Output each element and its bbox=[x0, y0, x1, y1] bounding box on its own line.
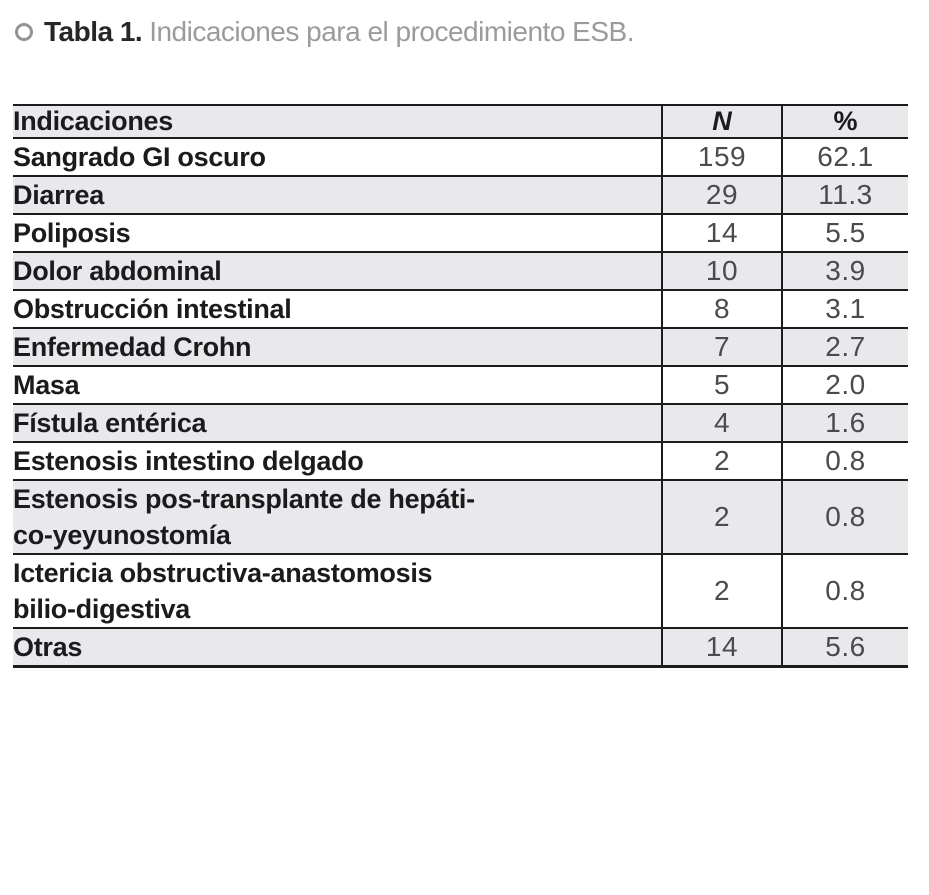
n-cell: 14 bbox=[661, 214, 782, 252]
indication-cell: Diarrea bbox=[13, 180, 104, 210]
table-row: Estenosis pos-transplante de hepáti- co-… bbox=[13, 480, 908, 554]
percent-cell: 0.8 bbox=[781, 442, 908, 480]
n-cell: 2 bbox=[661, 442, 782, 480]
table-row: Diarrea 29 11.3 bbox=[13, 176, 908, 214]
table-row: Poliposis 14 5.5 bbox=[13, 214, 908, 252]
indication-cell: Dolor abdominal bbox=[13, 256, 222, 286]
indication-cell: Sangrado GI oscuro bbox=[13, 142, 266, 172]
indication-cell: Fístula entérica bbox=[13, 408, 207, 438]
n-cell: 29 bbox=[661, 176, 782, 214]
indication-cell: Masa bbox=[13, 370, 80, 400]
table-row: Estenosis intestino delgado 2 0.8 bbox=[13, 442, 908, 480]
indication-cell: Ictericia obstructiva-anastomosis bilio-… bbox=[13, 558, 433, 624]
table-row: Enfermedad Crohn 7 2.7 bbox=[13, 328, 908, 366]
table-body: Sangrado GI oscuro 159 62.1 Diarrea 29 11.3 Po… bbox=[13, 138, 908, 667]
header-n: N bbox=[661, 105, 782, 138]
percent-cell: 0.8 bbox=[781, 480, 908, 554]
caption-prefix: Tabla 1. bbox=[44, 16, 143, 47]
percent-cell: 5.6 bbox=[781, 628, 908, 667]
table-row: Ictericia obstructiva-anastomosis bilio-… bbox=[13, 554, 908, 628]
n-cell: 8 bbox=[661, 290, 782, 328]
n-cell: 7 bbox=[661, 328, 782, 366]
caption-tail: Indicaciones para el procedimiento ESB. bbox=[149, 16, 634, 47]
table-row: Masa 5 2.0 bbox=[13, 366, 908, 404]
indication-cell: Otras bbox=[13, 632, 83, 662]
percent-cell: 5.5 bbox=[781, 214, 908, 252]
table-row: Otras 14 5.6 bbox=[13, 628, 908, 667]
percent-cell: 0.8 bbox=[781, 554, 908, 628]
indication-cell: Poliposis bbox=[13, 218, 131, 248]
table-row: Dolor abdominal 10 3.9 bbox=[13, 252, 908, 290]
circle-bullet-icon bbox=[15, 23, 33, 41]
table-row: Fístula entérica 4 1.6 bbox=[13, 404, 908, 442]
n-cell: 2 bbox=[661, 480, 782, 554]
n-cell: 10 bbox=[661, 252, 782, 290]
header-percent: % bbox=[781, 105, 908, 138]
indication-cell: Obstrucción intestinal bbox=[13, 294, 292, 324]
n-cell: 159 bbox=[661, 138, 782, 176]
percent-cell: 2.0 bbox=[781, 366, 908, 404]
percent-cell: 11.3 bbox=[781, 176, 908, 214]
table-header: Indicaciones N % bbox=[13, 105, 908, 138]
n-cell: 4 bbox=[661, 404, 782, 442]
table-row: Sangrado GI oscuro 159 62.1 bbox=[13, 138, 908, 176]
header-indicaciones: Indicaciones bbox=[13, 106, 173, 136]
n-cell: 5 bbox=[661, 366, 782, 404]
indication-cell: Estenosis intestino delgado bbox=[13, 446, 364, 476]
percent-cell: 2.7 bbox=[781, 328, 908, 366]
percent-cell: 3.1 bbox=[781, 290, 908, 328]
caption-text: Tabla 1. Indicaciones para el procedimien… bbox=[44, 16, 634, 48]
n-cell: 14 bbox=[661, 628, 782, 667]
indications-table: Indicaciones N % Sangrado GI oscuro 159 62… bbox=[13, 104, 908, 668]
table-row: Obstrucción intestinal 8 3.1 bbox=[13, 290, 908, 328]
n-cell: 2 bbox=[661, 554, 782, 628]
indication-cell: Enfermedad Crohn bbox=[13, 332, 252, 362]
indication-cell: Estenosis pos-transplante de hepáti- co-… bbox=[13, 484, 475, 550]
percent-cell: 3.9 bbox=[781, 252, 908, 290]
percent-cell: 62.1 bbox=[781, 138, 908, 176]
table-caption: Tabla 1. Indicaciones para el procedimien… bbox=[15, 16, 634, 48]
percent-cell: 1.6 bbox=[781, 404, 908, 442]
header-row: Indicaciones N % bbox=[13, 105, 908, 138]
